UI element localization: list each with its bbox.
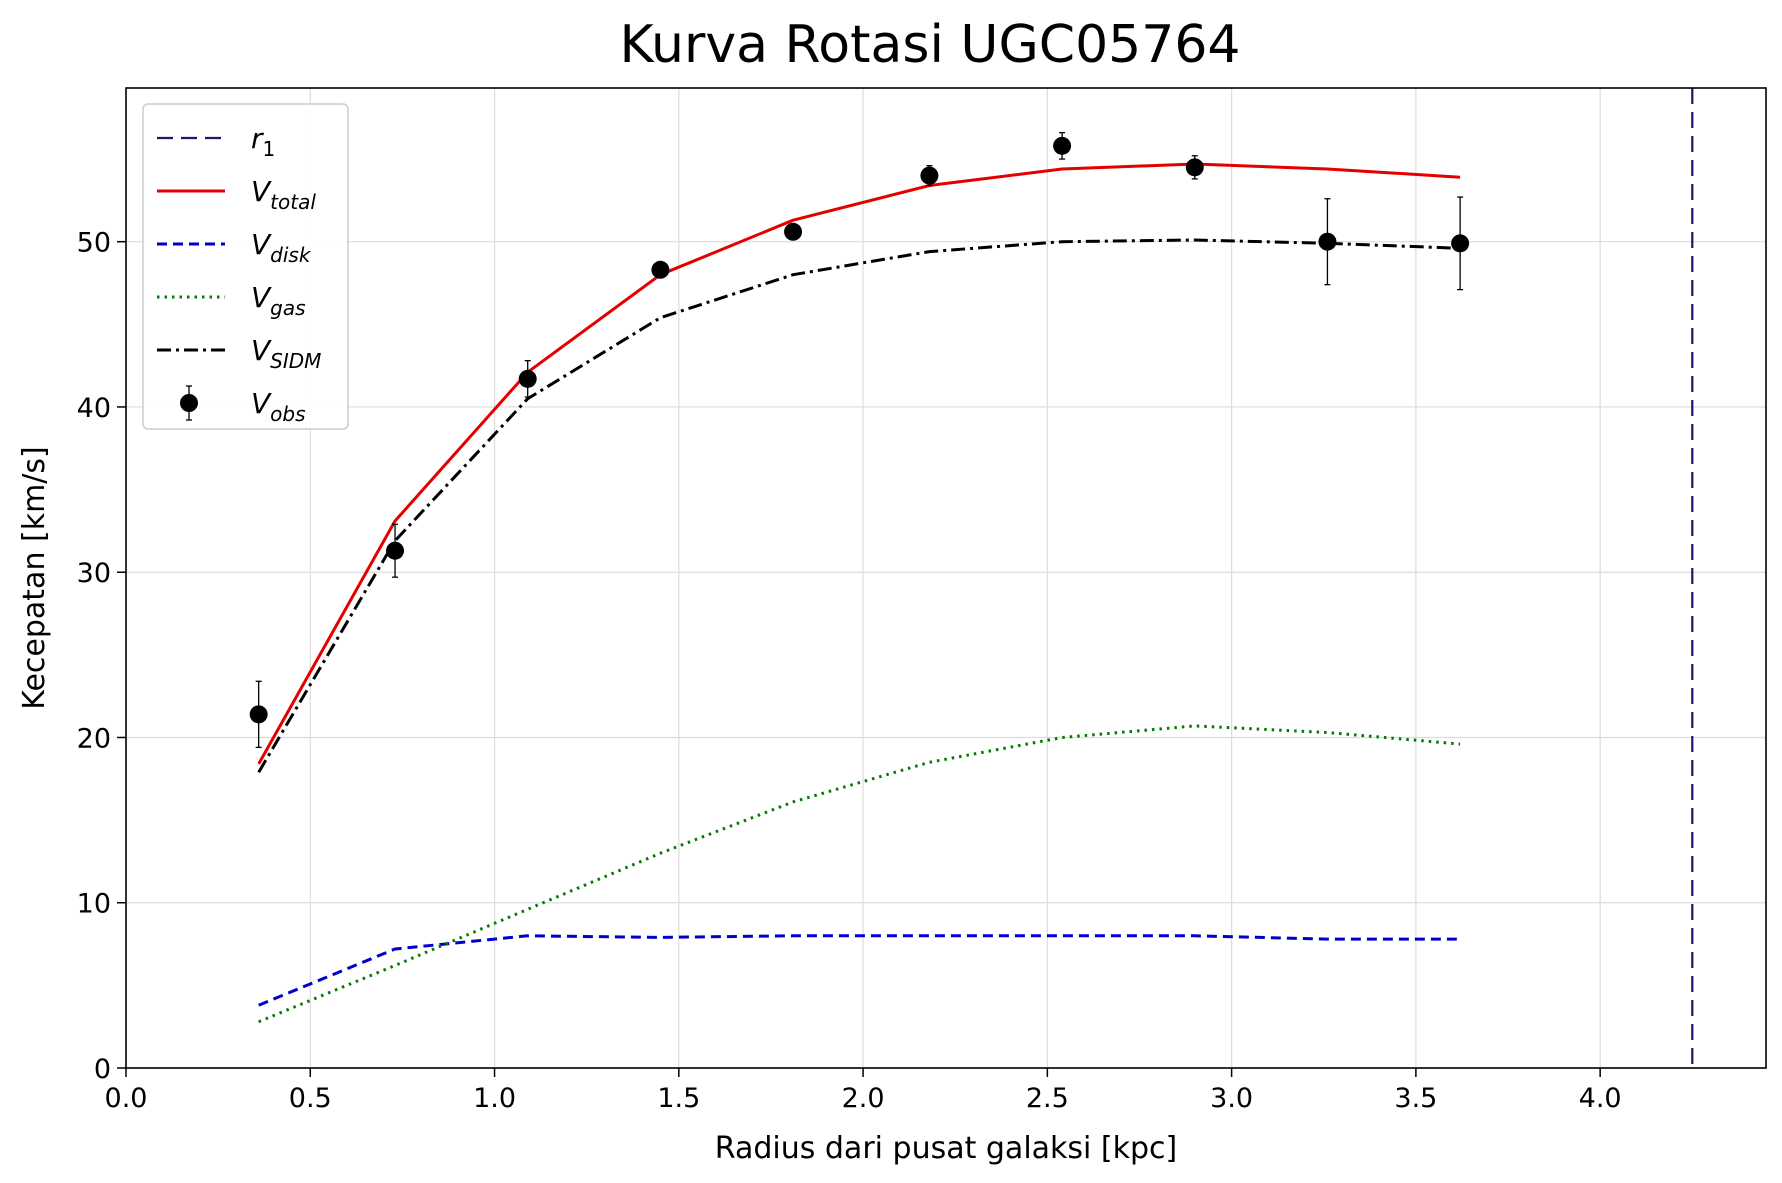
x-tick-label: 4.0	[1579, 1083, 1622, 1114]
series-line-vtotal	[257, 162, 1461, 765]
marker	[651, 260, 670, 279]
data-point-vobs	[651, 260, 670, 279]
x-tick-label: 1.5	[657, 1083, 700, 1114]
marker	[1185, 158, 1204, 177]
y-tick-label: 10	[77, 889, 111, 920]
y-tick-label: 30	[77, 558, 111, 589]
data-point-vobs	[1451, 196, 1470, 291]
data-point-vobs	[518, 360, 537, 398]
y-tick-label: 20	[77, 723, 111, 754]
legend-label: Vtotal	[251, 175, 316, 214]
observed-points	[249, 131, 1470, 749]
x-tick-label: 0.5	[289, 1083, 332, 1114]
y-tick-label: 50	[77, 228, 111, 259]
y-tick-label: 40	[77, 393, 111, 424]
legend-entry-vtotal: Vtotal	[157, 175, 316, 214]
legend-label: VSIDM	[251, 334, 321, 373]
legend-label: Vdisk	[251, 228, 312, 267]
legend-label: Vobs	[251, 387, 306, 426]
series-line-vsidm	[257, 238, 1461, 773]
legend-entry-vsidm: VSIDM	[157, 334, 321, 373]
marker	[1451, 234, 1470, 253]
data-point-vobs	[249, 680, 268, 749]
series-line-vgas	[258, 724, 1461, 1024]
marker	[1318, 232, 1337, 251]
legend-marker	[180, 394, 198, 412]
legend-entry-vgas: Vgas	[157, 281, 306, 320]
data-point-vobs	[386, 523, 405, 578]
series-lines	[257, 88, 1694, 1068]
legend-box	[142, 103, 349, 430]
x-tick-label: 0.0	[105, 1083, 148, 1114]
x-tick-label: 3.0	[1210, 1083, 1253, 1114]
legend-entry-r1: r1	[157, 122, 275, 161]
marker	[920, 166, 939, 185]
data-point-vobs	[920, 165, 939, 187]
chart-title: Kurva Rotasi UGC05764	[619, 15, 1240, 75]
marker	[249, 705, 268, 724]
x-axis-label: Radius dari pusat galaksi [kpc]	[715, 1131, 1177, 1166]
legend: r1 Vtotal Vdisk Vgas VSIDM Vobs	[142, 103, 349, 430]
marker	[1053, 136, 1072, 155]
x-tick-label: 3.5	[1394, 1083, 1437, 1114]
legend-label: Vgas	[251, 281, 306, 320]
x-tick-label: 2.5	[1026, 1083, 1069, 1114]
plot-frame	[125, 87, 1767, 1069]
marker	[518, 369, 537, 388]
x-axis: 0.0 0.5 1.0 1.5 2.0 2.5 3.0 3.5 4.0	[105, 1068, 1622, 1114]
legend-label: r1	[251, 122, 275, 161]
legend-entry-vobs: Vobs	[180, 385, 306, 426]
y-axis: 0 10 20 30 40 50	[77, 228, 126, 1085]
y-axis-label: Kecepatan [km/s]	[17, 446, 52, 709]
data-point-vobs	[1053, 131, 1072, 160]
data-point-vobs	[1185, 155, 1204, 180]
data-point-vobs	[784, 222, 803, 241]
series-line-vdisk	[258, 934, 1461, 1007]
marker	[784, 222, 803, 241]
marker	[386, 541, 405, 560]
legend-entry-vdisk: Vdisk	[157, 228, 312, 267]
x-tick-label: 1.0	[473, 1083, 516, 1114]
y-tick-label: 0	[94, 1054, 111, 1085]
x-tick-label: 2.0	[842, 1083, 885, 1114]
data-point-vobs	[1318, 198, 1337, 286]
